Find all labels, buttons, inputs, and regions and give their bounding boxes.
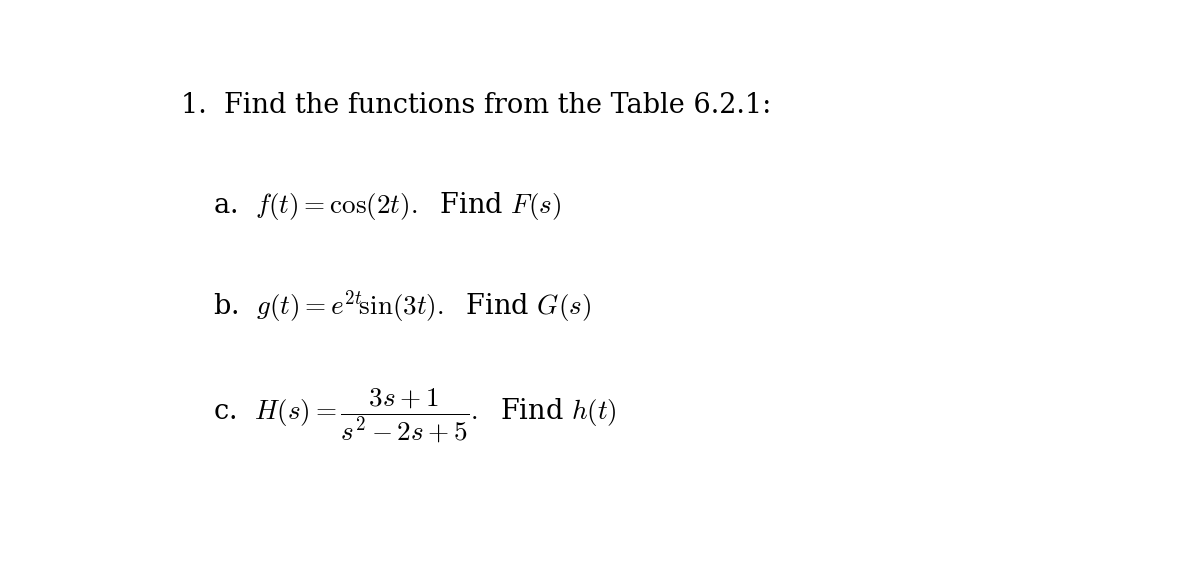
- Text: a.  $f(t) = \cos(2t).$  Find $F(s)$: a. $f(t) = \cos(2t).$ Find $F(s)$: [214, 190, 562, 222]
- Text: 1.  Find the functions from the Table 6.2.1:: 1. Find the functions from the Table 6.2…: [181, 92, 770, 119]
- Text: c.  $H(s) = \dfrac{3s+1}{s^2 - 2s + 5}.$  Find $h(t)$: c. $H(s) = \dfrac{3s+1}{s^2 - 2s + 5}.$ …: [214, 387, 617, 445]
- Text: b.  $g(t) = e^{2t}\!\sin(3t).$  Find $G(s)$: b. $g(t) = e^{2t}\!\sin(3t).$ Find $G(s)…: [214, 288, 592, 325]
